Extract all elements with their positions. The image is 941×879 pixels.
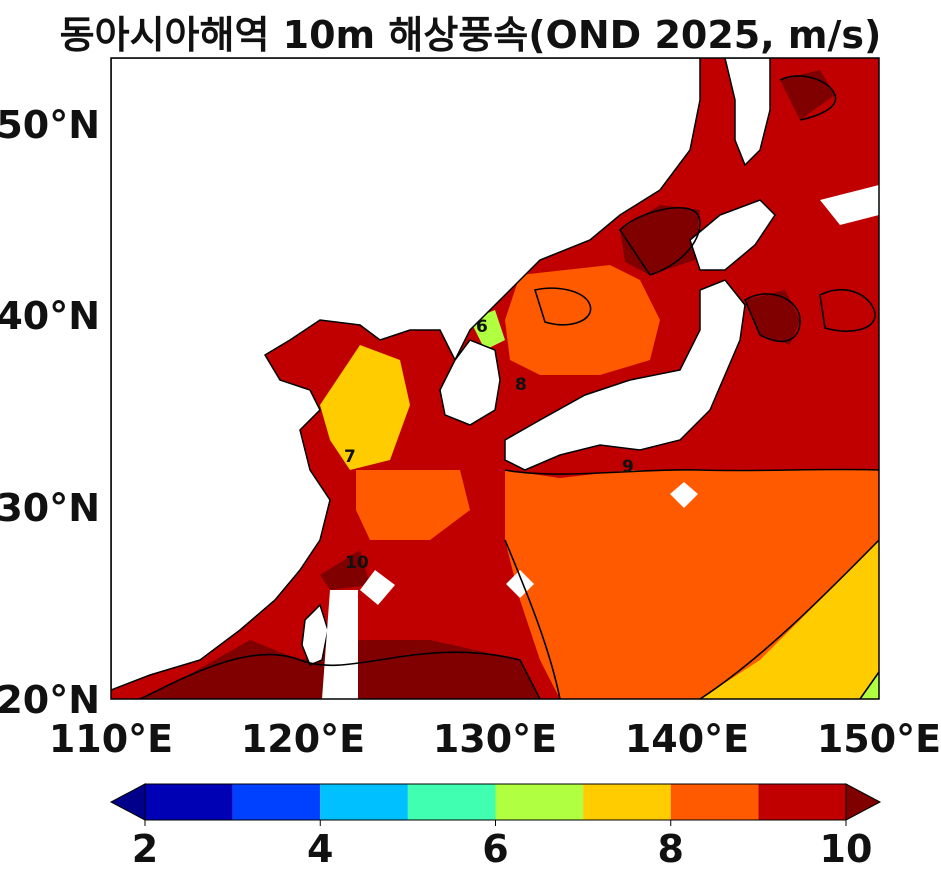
lat-tick-50: 50°N — [0, 103, 100, 147]
colorbar-swatch-9-10 — [758, 784, 846, 820]
colorbar-tick-2: 2 — [132, 827, 158, 871]
band-7-8-yellowsea — [320, 345, 410, 470]
land-taiwan — [301, 603, 329, 666]
colorbar: 2 4 6 8 10 — [109, 783, 882, 871]
colorbar-under-arrow — [109, 783, 146, 821]
map-frame — [110, 57, 880, 700]
contour-label-6: 6 — [476, 317, 488, 337]
band-over-10-hokkaido — [620, 205, 700, 275]
band-over-10-kuril — [780, 70, 835, 120]
colorbar-swatch-3-4 — [232, 784, 321, 820]
colorbar-swatch-2-3 — [145, 784, 233, 820]
colorbar-swatch-4-5 — [320, 784, 408, 820]
land-korea — [439, 339, 501, 426]
colorbar-tick-10: 10 — [820, 827, 873, 871]
contour-label-8: 8 — [515, 375, 527, 395]
masked-areas — [322, 185, 879, 699]
lat-tick-20: 20°N — [0, 678, 100, 722]
contour-label-7: 7 — [344, 447, 356, 467]
lat-axis: 20°N 30°N 40°N 50°N — [0, 103, 100, 722]
contour-label-10: 10 — [345, 553, 369, 573]
colorbar-over-arrow — [845, 783, 882, 821]
band-8-9-eastchina — [356, 470, 470, 540]
lon-tick-120: 120°E — [241, 717, 365, 761]
land-japan — [504, 279, 746, 471]
colorbar-swatch-6-7 — [495, 784, 584, 820]
contour-lines — [139, 75, 879, 699]
lon-axis: 110°E 120°E 130°E 140°E 150°E — [49, 717, 941, 761]
band-over-10-ecs — [320, 550, 370, 590]
land-hokkaido — [689, 199, 776, 271]
colorbar-swatch-5-6 — [407, 784, 496, 820]
map-title: 동아시아해역 10m 해상풍속(OND 2025, m/s) — [59, 13, 882, 57]
lon-tick-130: 130°E — [433, 717, 557, 761]
contour-label-group: 6 7 8 9 10 — [344, 317, 634, 573]
lon-tick-110: 110°E — [49, 717, 173, 761]
lat-tick-30: 30°N — [0, 486, 100, 530]
land-mainland — [111, 58, 701, 691]
lon-tick-150: 150°E — [817, 717, 941, 761]
lon-tick-140: 140°E — [625, 717, 749, 761]
colorbar-tick-4: 4 — [307, 827, 333, 871]
land — [111, 58, 776, 691]
colorbar-tick-6: 6 — [482, 827, 508, 871]
colorbar-swatch-7-8 — [583, 784, 671, 820]
band-7-8 — [700, 540, 879, 699]
lat-tick-40: 40°N — [0, 294, 100, 338]
land-sakhalin — [724, 58, 771, 167]
colorbar-swatch-8-9 — [670, 784, 759, 820]
colorbar-tick-8: 8 — [658, 827, 684, 871]
contour-label-9: 9 — [622, 457, 634, 477]
